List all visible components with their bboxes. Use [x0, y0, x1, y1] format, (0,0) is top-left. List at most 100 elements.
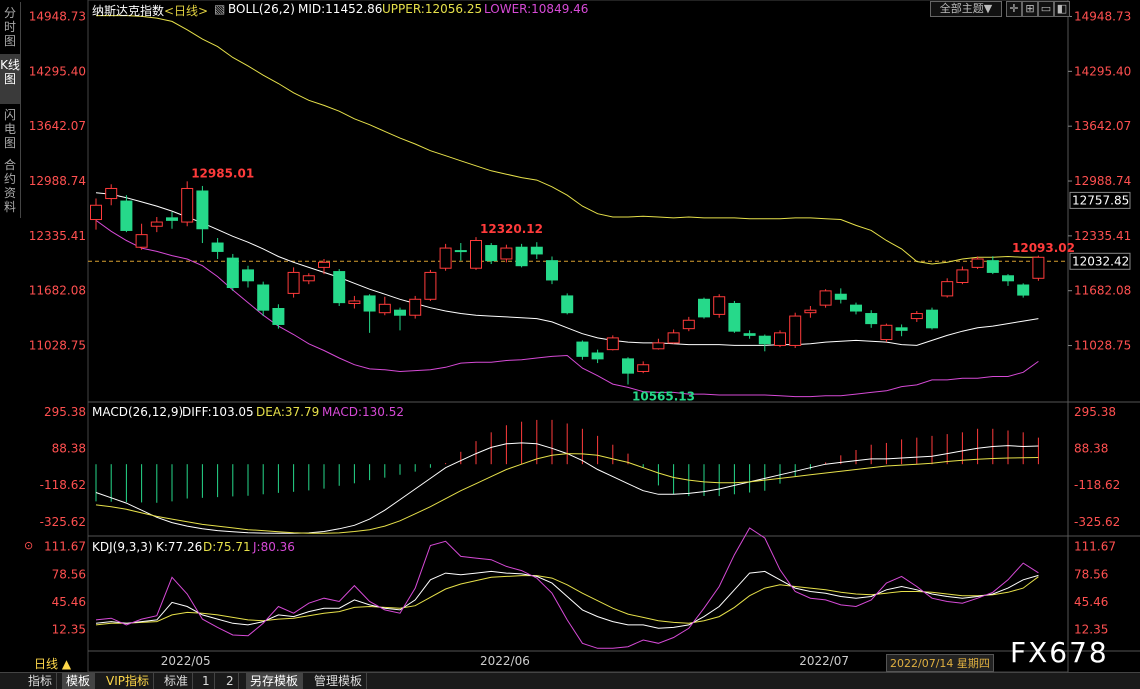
- candle-body: [637, 364, 650, 372]
- candle-body: [272, 308, 285, 325]
- zoom-in-icon[interactable]: ⊞: [1022, 1, 1038, 17]
- y-tick-label-right: 12335.41: [1074, 229, 1131, 243]
- boll-upper: UPPER:12056.25: [382, 2, 483, 16]
- candle-body: [424, 271, 437, 300]
- macd-y-tick-right: 88.38: [1074, 442, 1108, 456]
- kdj-k-line: [95, 570, 1039, 629]
- candle-body: [1002, 275, 1014, 282]
- kdj-y-tick-left: 45.46: [52, 595, 86, 609]
- candle-body: [546, 260, 558, 281]
- kdj-y-tick-right: 45.46: [1074, 595, 1108, 609]
- candle-body: [257, 284, 270, 311]
- theme-dropdown[interactable]: 全部主题▼: [930, 1, 1002, 17]
- price-label-box: [1069, 191, 1131, 209]
- kdj-y-tick-right: 12.35: [1074, 623, 1108, 637]
- candle-body: [394, 309, 406, 316]
- tab-2[interactable]: 2: [222, 673, 239, 689]
- candle-body: [90, 204, 102, 221]
- macd-y-tick-left: 295.38: [44, 405, 86, 419]
- kdj-y-tick-left: 78.56: [52, 567, 86, 581]
- candle-body: [348, 300, 361, 304]
- candle-body: [287, 271, 300, 294]
- kdj-y-tick-right: 111.67: [1074, 540, 1116, 554]
- candle-body: [819, 290, 832, 306]
- macd-y-tick-right: -118.62: [1074, 478, 1120, 492]
- candle-body: [515, 246, 528, 267]
- tab-kline[interactable]: K线图: [0, 54, 21, 104]
- tab-indicator[interactable]: 指标: [24, 673, 58, 689]
- candle-body: [409, 298, 422, 316]
- boll-mid-line: [95, 192, 1039, 346]
- candle-body: [895, 327, 908, 331]
- candle-body: [485, 245, 498, 262]
- y-tick-label-right: 13642.07: [1074, 119, 1131, 133]
- price-label-box: [1069, 252, 1131, 270]
- candle-body: [500, 247, 513, 260]
- candle-body: [576, 341, 589, 357]
- price-label: 12032.42: [1072, 254, 1129, 268]
- y-tick-label-right: 12988.74: [1074, 174, 1131, 188]
- y-tick-label-right: 14295.40: [1074, 64, 1131, 78]
- candle-body: [865, 313, 878, 325]
- candle-body: [363, 295, 376, 312]
- y-tick-label-left: 11028.75: [29, 339, 86, 353]
- candle-body: [150, 221, 163, 227]
- tab-save-template[interactable]: 另存模板: [246, 673, 304, 689]
- period-button[interactable]: 日线 ▲: [34, 657, 72, 671]
- candle-body: [333, 271, 346, 304]
- x-tick-label: 2022/05: [161, 654, 211, 668]
- crosshair-icon[interactable]: ✛: [1006, 1, 1022, 17]
- y-tick-label-left: 12988.74: [29, 174, 86, 188]
- candle-body: [166, 217, 178, 221]
- candle-body: [318, 261, 330, 268]
- candle-body: [667, 332, 680, 344]
- y-tick-label-right: 11682.08: [1074, 284, 1131, 298]
- price-annotation: 12093.02: [1012, 241, 1075, 255]
- tab-1[interactable]: 1: [198, 673, 215, 689]
- candle-body: [804, 309, 817, 314]
- macd-y-tick-right: -325.62: [1074, 515, 1120, 529]
- tab-standard[interactable]: 标准: [160, 673, 194, 689]
- macd-dea: DEA:37.79: [256, 405, 320, 419]
- kdj-settings-icon[interactable]: ⊙: [24, 539, 34, 552]
- candle-body: [470, 240, 482, 269]
- kdj-y-tick-left: 12.35: [52, 623, 86, 637]
- macd-y-tick-left: -325.62: [40, 515, 86, 529]
- tab-contract-info[interactable]: 合约资料: [0, 154, 21, 218]
- macd-title: MACD(26,12,9): [92, 405, 184, 419]
- kdj-j-line: [95, 527, 1039, 649]
- tab-template[interactable]: 模板: [62, 673, 96, 689]
- period-label[interactable]: <日线>: [164, 4, 209, 18]
- candle-body: [454, 250, 467, 253]
- candle-body: [439, 247, 452, 269]
- candle-body: [971, 258, 984, 268]
- candle-body: [120, 200, 133, 231]
- tab-timeshare[interactable]: 分时图: [0, 2, 21, 54]
- kdj-y-tick-left: 111.67: [44, 540, 86, 554]
- tab-lightning[interactable]: 闪电图: [0, 104, 21, 154]
- window-icon[interactable]: ▭: [1038, 1, 1054, 17]
- boll-lower-line: [95, 219, 1039, 398]
- macd-diff: DIFF:103.05: [182, 405, 254, 419]
- candle-body: [378, 303, 391, 314]
- candle-body: [713, 296, 726, 315]
- tab-manage-template[interactable]: 管理模板: [310, 673, 368, 689]
- candle-body: [728, 302, 741, 332]
- x-tick-label: 2022/06: [480, 654, 530, 668]
- bottom-toolbar: 指标 模板 VIP指标 标准 1 2 另存模板 管理模板: [0, 672, 1140, 689]
- candle-body: [789, 315, 802, 346]
- boll-upper-line: [96, 15, 1039, 265]
- plot-frame: [87, 0, 1069, 673]
- collapse-icon[interactable]: ◧: [1054, 1, 1070, 17]
- candle-body: [196, 190, 209, 230]
- candle-body: [986, 260, 999, 273]
- candle-body: [926, 309, 938, 329]
- tab-vip-indicator[interactable]: VIP指标: [102, 673, 154, 689]
- candle-body: [242, 269, 254, 282]
- candle-body: [181, 187, 194, 223]
- price-annotation: 12985.01: [191, 166, 254, 180]
- boll-mid: MID:11452.86: [298, 2, 383, 16]
- kdj-k: K:77.26: [156, 540, 203, 554]
- candle-body: [774, 332, 786, 346]
